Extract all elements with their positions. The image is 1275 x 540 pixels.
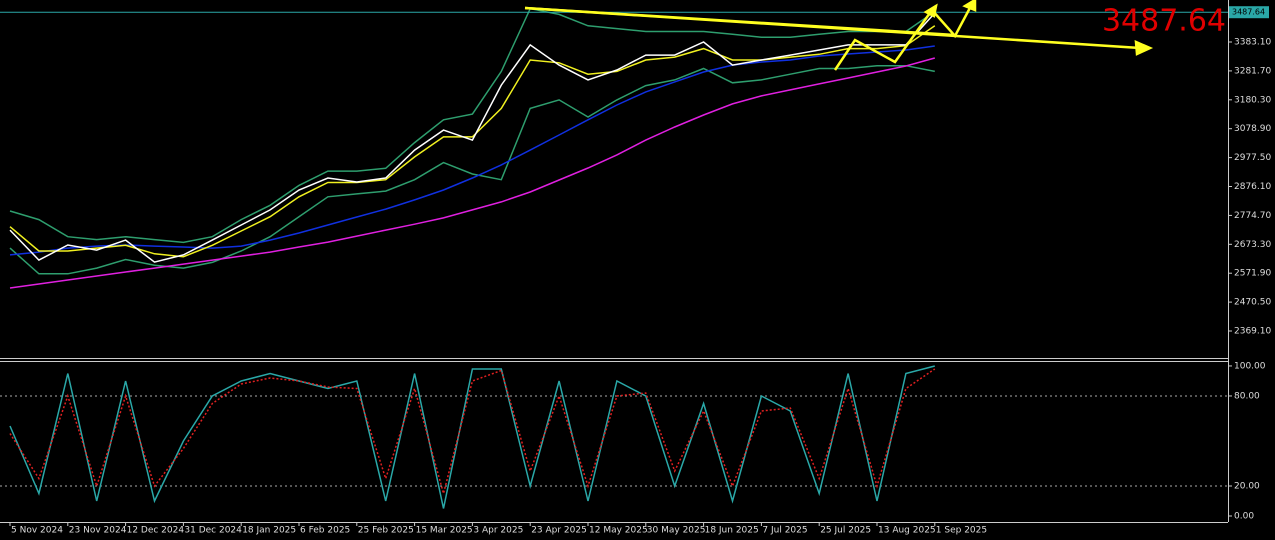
y-tick-label: 2470.50	[1234, 298, 1271, 308]
y-tick-label: 3180.30	[1234, 95, 1271, 105]
series-line	[9, 368, 936, 497]
x-tick-label: 23 Nov 2024	[69, 526, 127, 536]
y-tick-label: 3281.70	[1234, 66, 1271, 76]
arrow-head	[923, 3, 938, 18]
arrow-head	[962, 0, 977, 12]
y-tick-label: 2876.10	[1234, 182, 1271, 192]
x-tick-label: 7 Jul 2025	[762, 526, 807, 536]
series-line	[9, 365, 935, 509]
x-tick-label: 25 Feb 2025	[358, 526, 414, 536]
price-annotation: 3487.64	[1102, 4, 1226, 39]
series-line	[9, 45, 935, 256]
x-tick-label: 18 Jun 2025	[705, 526, 759, 536]
y-tick-label: 2673.30	[1234, 240, 1271, 250]
x-tick-label: 12 May 2025	[589, 526, 648, 536]
arrow-head	[1134, 40, 1154, 56]
trend-line	[524, 6, 1141, 50]
series-line	[9, 12, 936, 263]
x-tick-label: 12 Dec 2024	[127, 526, 185, 536]
y-tick-label: 80.00	[1234, 391, 1260, 401]
y-tick-label: 2977.50	[1234, 153, 1271, 163]
x-tick-label: 13 Aug 2025	[878, 526, 936, 536]
x-tick-label: 23 Apr 2025	[531, 526, 587, 536]
marks: 3383.10 3281.70 3180.30 3078.90 2977.50 2876.…	[0, 6, 1271, 536]
y-tick-label: 2774.70	[1234, 211, 1271, 221]
x-tick-label: 3 Apr 2025	[473, 526, 523, 536]
series-line	[9, 57, 936, 289]
trend-drawings	[524, 0, 1154, 71]
x-tick-label: 31 Dec 2024	[184, 526, 242, 536]
x-tick-label: 5 Nov 2024	[11, 526, 63, 536]
x-tick-label: 30 May 2025	[647, 526, 706, 536]
y-tick-label: 3078.90	[1234, 124, 1271, 134]
price-tag	[1229, 6, 1269, 19]
y-tick-label: 100.00	[1234, 361, 1266, 371]
x-tick-label: 15 Mar 2025	[416, 526, 473, 536]
x-tick-label: 18 Jan 2025	[242, 526, 296, 536]
series-line	[9, 7, 936, 244]
x-tick-label: 6 Feb 2025	[300, 526, 350, 536]
price-tag-label: 3487.64	[1232, 8, 1265, 17]
y-tick-label: 20.00	[1234, 481, 1260, 491]
y-tick-label: 3383.10	[1234, 38, 1271, 48]
x-tick-label: 25 Jul 2025	[820, 526, 871, 536]
y-tick-label: 2369.10	[1234, 327, 1271, 337]
y-tick-label: 0.00	[1234, 511, 1254, 521]
zigzag-path	[833, 3, 974, 71]
y-tick-label: 2571.90	[1234, 269, 1271, 279]
x-tick-label: 1 Sep 2025	[936, 526, 987, 536]
series-line	[9, 25, 936, 258]
